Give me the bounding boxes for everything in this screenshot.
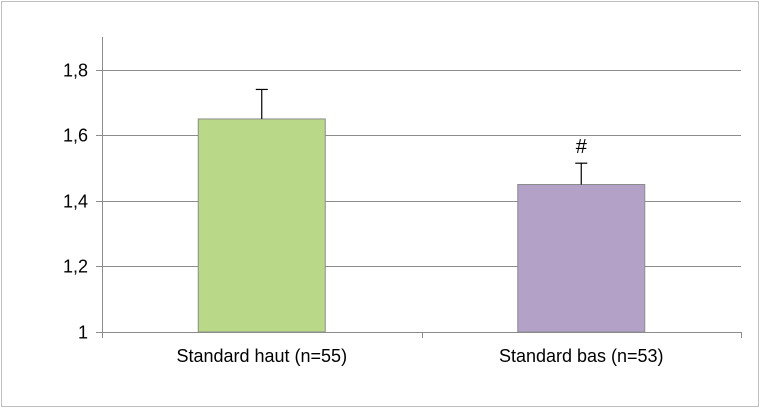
bar [197,118,326,333]
y-tick-label: 1,2 [63,257,88,277]
y-tick-label: 1,4 [63,192,88,212]
y-tick-label: 1 [78,323,88,343]
y-tick-label: 1,6 [63,126,88,146]
x-category-label: Standard haut (n=55) [176,346,347,366]
bars [197,118,646,333]
significance-mark: # [576,136,588,158]
y-tick-label: 1,8 [63,61,88,81]
error-bars [255,88,588,185]
bar [517,184,646,333]
labels: 1 1,2 1,4 1,6 1,8 Standard haut (n=55) # Standa… [63,61,664,367]
x-category-label: Standard bas (n=53) [499,346,664,366]
